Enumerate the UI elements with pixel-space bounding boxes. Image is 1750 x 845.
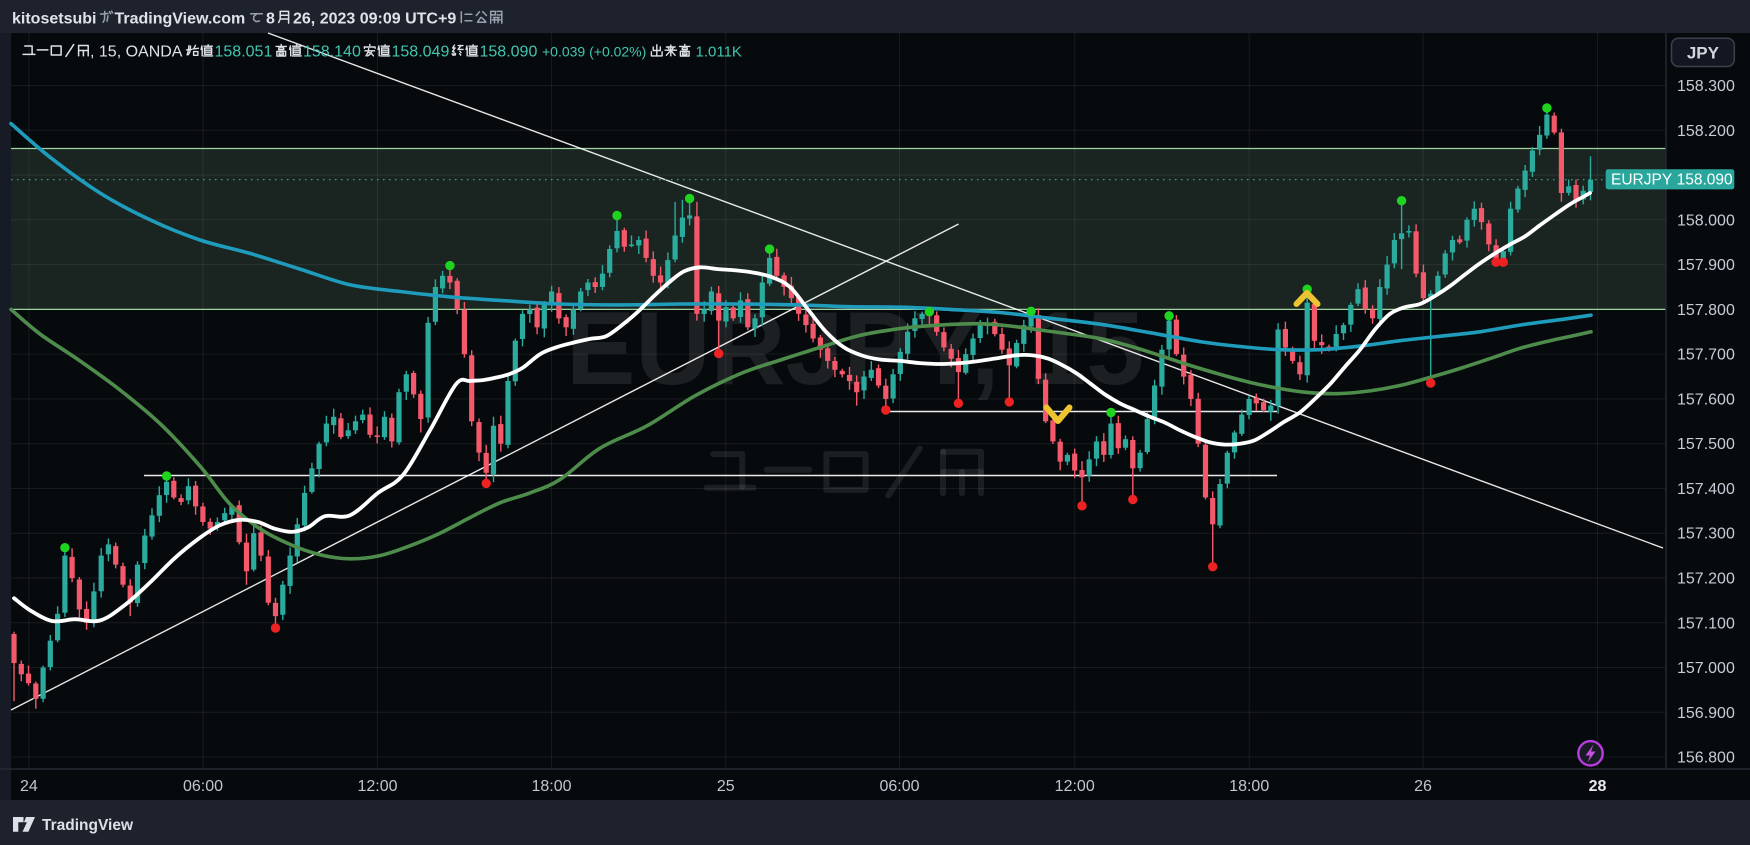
svg-text:18:00: 18:00: [1229, 778, 1269, 795]
svg-text:157.900: 157.900: [1677, 257, 1735, 274]
svg-text:TradingView.com: TradingView.com: [115, 11, 246, 28]
svg-text:, 15, OANDA: , 15, OANDA: [90, 44, 183, 61]
svg-text:158.051: 158.051: [215, 44, 273, 61]
svg-text:26, 2023 09:09 UTC+9: 26, 2023 09:09 UTC+9: [293, 11, 456, 28]
svg-text:158.049: 158.049: [392, 44, 450, 61]
svg-text:24: 24: [20, 778, 38, 795]
svg-text:158.090: 158.090: [1677, 172, 1733, 189]
svg-text:8: 8: [266, 11, 275, 28]
svg-text:EURJPY: EURJPY: [1611, 172, 1672, 189]
svg-text:158.000: 158.000: [1677, 212, 1735, 229]
svg-text:18:00: 18:00: [531, 778, 571, 795]
svg-text:06:00: 06:00: [183, 778, 223, 795]
svg-text:06:00: 06:00: [879, 778, 919, 795]
svg-text:158.140: 158.140: [303, 44, 361, 61]
svg-text:TradingView: TradingView: [42, 817, 134, 834]
svg-text:1.011K: 1.011K: [696, 44, 742, 61]
svg-text:156.900: 156.900: [1677, 705, 1735, 722]
svg-text:157.000: 157.000: [1677, 660, 1735, 677]
svg-text:157.700: 157.700: [1677, 347, 1735, 364]
svg-text:158.200: 158.200: [1677, 123, 1735, 140]
svg-text:157.300: 157.300: [1677, 526, 1735, 543]
svg-text:JPY: JPY: [1687, 44, 1720, 63]
svg-text:158.300: 158.300: [1677, 78, 1735, 95]
svg-text:157.600: 157.600: [1677, 391, 1735, 408]
svg-text:157.800: 157.800: [1677, 302, 1735, 319]
svg-text:28: 28: [1589, 778, 1607, 795]
svg-text:+0.039 (+0.02%): +0.039 (+0.02%): [542, 44, 646, 60]
svg-text:156.800: 156.800: [1677, 750, 1735, 767]
svg-text:25: 25: [717, 778, 735, 795]
svg-text:157.100: 157.100: [1677, 615, 1735, 632]
svg-text:12:00: 12:00: [357, 778, 397, 795]
svg-text:26: 26: [1414, 778, 1432, 795]
svg-text:157.500: 157.500: [1677, 436, 1735, 453]
svg-text:kitosetsubi: kitosetsubi: [12, 11, 96, 28]
svg-text:157.400: 157.400: [1677, 481, 1735, 498]
svg-text:12:00: 12:00: [1055, 778, 1095, 795]
svg-text:158.090: 158.090: [480, 44, 538, 61]
svg-text:157.200: 157.200: [1677, 571, 1735, 588]
